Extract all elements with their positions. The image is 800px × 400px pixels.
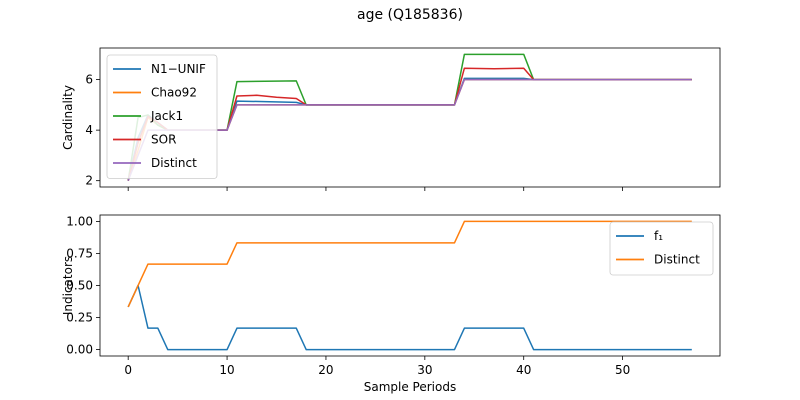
- y-tick-label: 0.50: [66, 279, 93, 293]
- y-tick-label: 0.25: [66, 311, 93, 325]
- indicators-chart: 0 10 20 30 40 50 0.00 0.25 0.50 0.75 1.00 Indicator…: [61, 214, 721, 394]
- y-tick-label: 0.75: [66, 246, 93, 260]
- axes-frame: [99, 47, 721, 188]
- legend-label: f₁: [654, 229, 663, 243]
- legend-label: Chao92: [151, 86, 197, 100]
- x-tick-label: 30: [417, 363, 432, 377]
- x-tick-label: 0: [124, 363, 132, 377]
- legend-label: Jack1: [150, 109, 183, 123]
- figure-title: age (Q185836): [357, 7, 463, 23]
- x-tick-label: 10: [219, 363, 234, 377]
- cardinality-chart: 2 4 6 Cardinality N1−UNIF Chao92 Jack1 SOR Disti…: [61, 47, 721, 191]
- y-tick-label: 0.00: [66, 343, 93, 357]
- legend-label: N1−UNIF: [151, 62, 206, 76]
- series-line-f-: [127, 284, 692, 351]
- legend-box: [106, 54, 218, 179]
- x-tick-label: 40: [516, 363, 531, 377]
- x-axis-label: Sample Periods: [364, 380, 456, 394]
- x-tick-label: 20: [318, 363, 333, 377]
- legend-label: Distinct: [654, 253, 700, 267]
- y-tick-label: 2: [85, 174, 93, 188]
- legend-label: SOR: [151, 133, 176, 147]
- legend: f₁ Distinct: [609, 221, 714, 276]
- y-tick-label: 1.00: [66, 214, 93, 228]
- legend-label: Distinct: [151, 156, 197, 170]
- legend: N1−UNIF Chao92 Jack1 SOR Distinct: [106, 54, 218, 179]
- series-line-distinct: [127, 220, 692, 308]
- y-axis-label: Cardinality: [61, 85, 75, 150]
- y-tick-label: 6: [85, 73, 93, 87]
- y-axis-label: Indicators: [61, 256, 75, 315]
- x-tick-label: 50: [615, 363, 630, 377]
- y-tick-label: 4: [85, 123, 93, 137]
